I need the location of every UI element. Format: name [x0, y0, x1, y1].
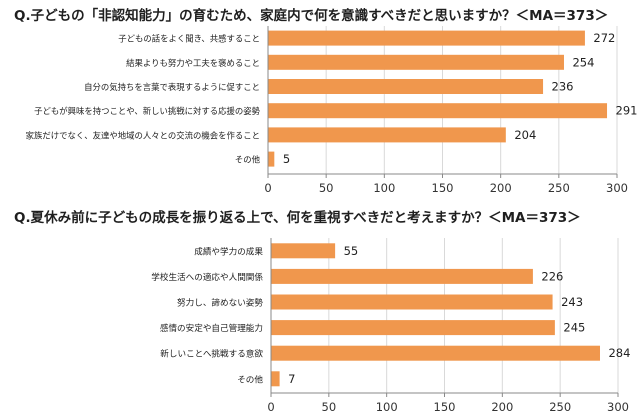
- chart-1-category-label: 自分の気持ちを言葉で表現するように促すこと: [84, 82, 260, 92]
- chart-2-category-label: 学校生活への適応や人間関係: [151, 271, 263, 283]
- chart-1-value-label: 272: [593, 31, 615, 45]
- chart-2-x-tick-label: 100: [376, 400, 398, 414]
- chart-1-bar: [268, 127, 506, 143]
- chart-1-x-tick-label: 100: [373, 181, 395, 195]
- chart-1-bar: [268, 30, 585, 46]
- chart-2-x-tick-label: 250: [549, 400, 571, 414]
- chart-2-category-label: 感情の安定や自己管理能力: [160, 322, 263, 334]
- chart-1-plot: 0 50 100 150 200 250 300 子どもの話をよく聞き、共感すること 272 結果…: [26, 26, 638, 195]
- chart-2-category-label: その他: [237, 373, 263, 385]
- chart-2-value-label: 284: [608, 346, 630, 360]
- chart-2-value-label: 7: [288, 372, 295, 386]
- chart-2-bar: [271, 345, 600, 361]
- chart-2-plot: 0 50 100 150 200 250 300 成績や学力の成果 55 学校生活への適応や人間関…: [151, 238, 630, 414]
- chart-1-category-label: その他: [235, 155, 261, 165]
- chart-1-bar: [268, 151, 275, 167]
- chart-2-x-tick-label: 200: [491, 400, 513, 414]
- chart-1-title: Q.子どもの「非認知能力」の育むため、家庭内で何を意識すべきだと思いますか？＜M…: [14, 8, 609, 24]
- chart-2-category-label: 新しいことへ挑戦する意欲: [160, 348, 263, 360]
- chart-1-value-label: 254: [572, 55, 594, 69]
- chart-1-bar: [268, 79, 544, 94]
- chart-1-category-label: 家族だけでなく、友達や地域の人々との交流の機会を作ること: [26, 130, 260, 140]
- chart-2-title: Q.夏休み前に子どもの成長を振り返る上で、何を重視すべきだと考えますか？＜MA＝…: [14, 210, 581, 226]
- chart-2-x-tick-label: 150: [434, 400, 456, 414]
- chart-1-category-label: 結果よりも努力や工夫を褒めること: [126, 58, 260, 68]
- chart-2-x-tick-label: 50: [322, 400, 337, 414]
- chart-1-x-tick-label: 200: [490, 181, 512, 195]
- chart-1-bar: [268, 103, 608, 119]
- chart-1-x-tick-label: 250: [548, 181, 570, 195]
- chart-1-bar: [268, 54, 564, 70]
- chart-1-x-tick-label: 0: [264, 181, 271, 195]
- chart-2-bar: [271, 294, 553, 310]
- chart-2-bar: [271, 371, 280, 387]
- chart-2-x-tick-label: 300: [607, 400, 629, 414]
- chart-1-value-label: 5: [283, 152, 290, 166]
- chart-2-category-label: 成績や学力の成果: [194, 245, 263, 257]
- chart-2-value-label: 245: [563, 321, 585, 335]
- chart-2-value-label: 243: [561, 295, 583, 309]
- chart-2-category-label: 努力し、諦めない姿勢: [177, 297, 263, 309]
- chart-1-value-label: 204: [514, 128, 536, 142]
- chart-2-value-label: 226: [541, 269, 563, 283]
- chart-1-category-label: 子どもが興味を持つことや、新しい挑戦に対する応援の姿勢: [34, 106, 260, 116]
- chart-1-x-tick-label: 50: [319, 181, 334, 195]
- chart-2-value-label: 55: [344, 244, 359, 258]
- chart-2-bar: [271, 268, 533, 284]
- chart-1-x-tick-label: 150: [432, 181, 454, 195]
- chart-2-x-tick-label: 0: [267, 400, 274, 414]
- chart-1-category-label: 子どもの話をよく聞き、共感すること: [118, 34, 260, 44]
- chart-1-x-tick-label: 300: [606, 181, 628, 195]
- chart-1-value-label: 236: [552, 80, 574, 94]
- chart-2-bar: [271, 243, 336, 259]
- chart-2-bar: [271, 320, 555, 336]
- chart-1-value-label: 291: [616, 104, 638, 118]
